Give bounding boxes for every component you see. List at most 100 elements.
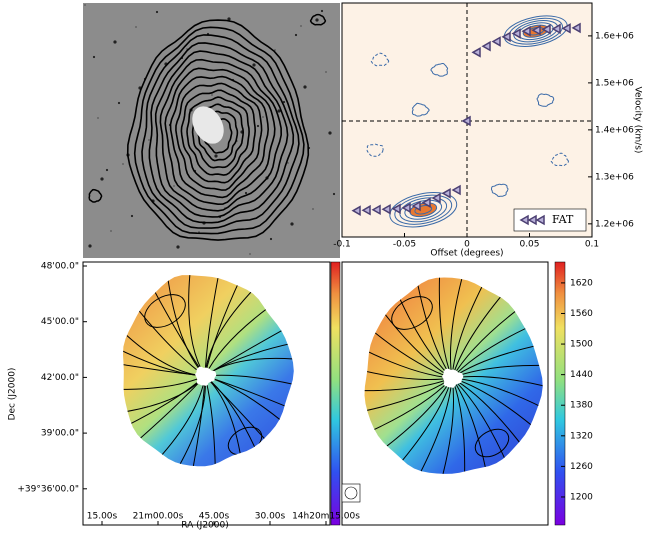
fat-point <box>571 22 581 34</box>
fat-point <box>521 25 531 37</box>
star <box>328 131 332 135</box>
fat-point <box>401 202 411 214</box>
fat-point <box>361 204 371 216</box>
contour <box>175 82 263 191</box>
x-tick-label: 30.00s <box>255 512 286 522</box>
star <box>244 191 248 195</box>
iso-velocity <box>163 275 206 377</box>
contour <box>159 58 283 212</box>
iso-velocity <box>204 275 257 377</box>
star <box>287 162 289 164</box>
iso-velocity <box>123 375 206 390</box>
fat-point <box>411 200 421 212</box>
iso-velocity <box>123 275 206 377</box>
colorbar-tick-label: 1260 <box>570 462 593 472</box>
star <box>113 40 117 44</box>
contour <box>309 13 327 26</box>
fat-point <box>561 23 571 34</box>
star <box>227 17 231 21</box>
y-tick-label: 48'00.0" <box>41 262 79 272</box>
colorbar-tick-label: 1200 <box>570 492 593 502</box>
star <box>100 177 104 181</box>
contour <box>126 19 310 241</box>
iso-velocity <box>204 375 294 428</box>
fat-point <box>381 203 391 215</box>
iso-velocity <box>123 375 206 447</box>
iso-velocity <box>474 428 510 458</box>
legend-label: FAT <box>552 213 574 226</box>
y-tick-label: 1.6e+06 <box>595 31 634 41</box>
iso-velocity <box>364 326 453 379</box>
pv-panel: -0.1 -0.05 0 0.05 0.1 1.2e+06 1.3e+06 1.4e+06 1.… <box>333 3 643 259</box>
iso-velocity <box>451 277 504 379</box>
x-axis-label: RA (J2000) <box>181 521 229 531</box>
fat-point <box>541 24 551 35</box>
star <box>325 71 327 73</box>
noise-contour <box>536 93 555 107</box>
contour <box>191 103 245 169</box>
y-axis-label: Velocity (km/s) <box>633 87 643 154</box>
fat-point <box>501 31 511 43</box>
star <box>256 124 260 128</box>
iso-velocity <box>451 377 523 474</box>
iso-velocity <box>364 298 453 379</box>
iso-velocity <box>123 296 206 377</box>
fat-point <box>461 115 471 127</box>
contour <box>88 188 103 203</box>
iso-velocity <box>381 277 453 379</box>
fat-point <box>471 47 481 58</box>
colorbar-tick-label: 1620 <box>570 278 593 288</box>
iso-velocity <box>364 377 453 420</box>
iso-velocity <box>430 377 454 474</box>
fat-point <box>391 203 401 215</box>
iso-velocity <box>451 377 466 474</box>
star <box>130 214 134 218</box>
star <box>214 154 218 158</box>
y-tick-label: 45'00.0" <box>41 317 79 327</box>
iso-velocity <box>372 377 453 474</box>
star <box>269 237 273 241</box>
x-tick-label: -0.05 <box>393 240 416 250</box>
iso-velocity <box>451 307 543 379</box>
y-tick-label: 42'00.0" <box>41 373 79 383</box>
x-tick-label: 14h20m15.00s <box>292 512 360 522</box>
star <box>155 10 159 14</box>
iso-velocity <box>451 377 543 458</box>
fat-point <box>441 188 451 199</box>
colorbar-tick-label: 1380 <box>570 401 593 411</box>
noise-contour <box>370 52 390 67</box>
star <box>277 109 281 113</box>
noise-contour <box>491 183 509 198</box>
star <box>84 4 86 6</box>
iso-velocity <box>451 377 543 430</box>
fat-point <box>511 28 521 39</box>
iso-velocity <box>410 277 453 379</box>
y-tick-label: 1.4e+06 <box>595 125 634 135</box>
emission-contour <box>399 197 448 223</box>
star <box>198 231 200 233</box>
star <box>300 25 302 27</box>
star <box>294 33 298 37</box>
contour <box>186 96 250 176</box>
iso-velocity <box>123 375 206 418</box>
fat-point <box>431 192 441 204</box>
iso-velocity <box>451 336 543 379</box>
star <box>186 48 188 50</box>
fat-point <box>421 197 431 208</box>
y-tick-label: 1.5e+06 <box>595 78 634 88</box>
fat-point <box>451 184 461 196</box>
x-tick-label: -0.1 <box>333 240 351 250</box>
optical-contours <box>84 4 336 255</box>
iso-velocity <box>204 375 276 467</box>
fat-point <box>371 204 381 216</box>
beam <box>344 486 358 500</box>
star <box>282 100 286 104</box>
colorbar-tick-label: 1440 <box>570 370 593 380</box>
iso-velocity <box>134 275 206 377</box>
iso-velocity <box>451 376 543 400</box>
iso-velocity <box>391 296 433 330</box>
iso-velocity <box>451 364 543 379</box>
star <box>262 116 264 118</box>
x-tick-label: 0.05 <box>519 240 539 250</box>
contour <box>133 26 305 235</box>
